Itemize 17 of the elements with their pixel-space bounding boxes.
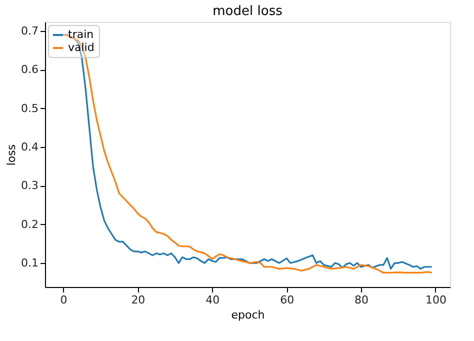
y-tick-label: 0.5 bbox=[21, 102, 38, 115]
legend-label: train bbox=[68, 28, 94, 41]
x-tick-label: 0 bbox=[60, 294, 68, 306]
y-tick-label: 0.2 bbox=[21, 218, 38, 231]
x-axis-title: epoch bbox=[231, 308, 265, 322]
y-tick-label: 0.3 bbox=[21, 179, 38, 192]
chart-title: model loss bbox=[212, 4, 283, 19]
y-tick-label: 0.4 bbox=[21, 140, 38, 154]
x-tick-label: 40 bbox=[206, 294, 220, 306]
x-tick-label: 20 bbox=[131, 294, 146, 306]
y-tick-label: 0.6 bbox=[21, 63, 38, 76]
x-tick-label: 100 bbox=[425, 294, 446, 306]
y-axis-title: loss bbox=[5, 144, 18, 166]
y-tick-label: 0.1 bbox=[21, 256, 38, 270]
x-tick-label: 60 bbox=[280, 294, 294, 306]
y-tick-label: 0.7 bbox=[21, 24, 38, 38]
x-tick-label: 80 bbox=[354, 294, 369, 306]
